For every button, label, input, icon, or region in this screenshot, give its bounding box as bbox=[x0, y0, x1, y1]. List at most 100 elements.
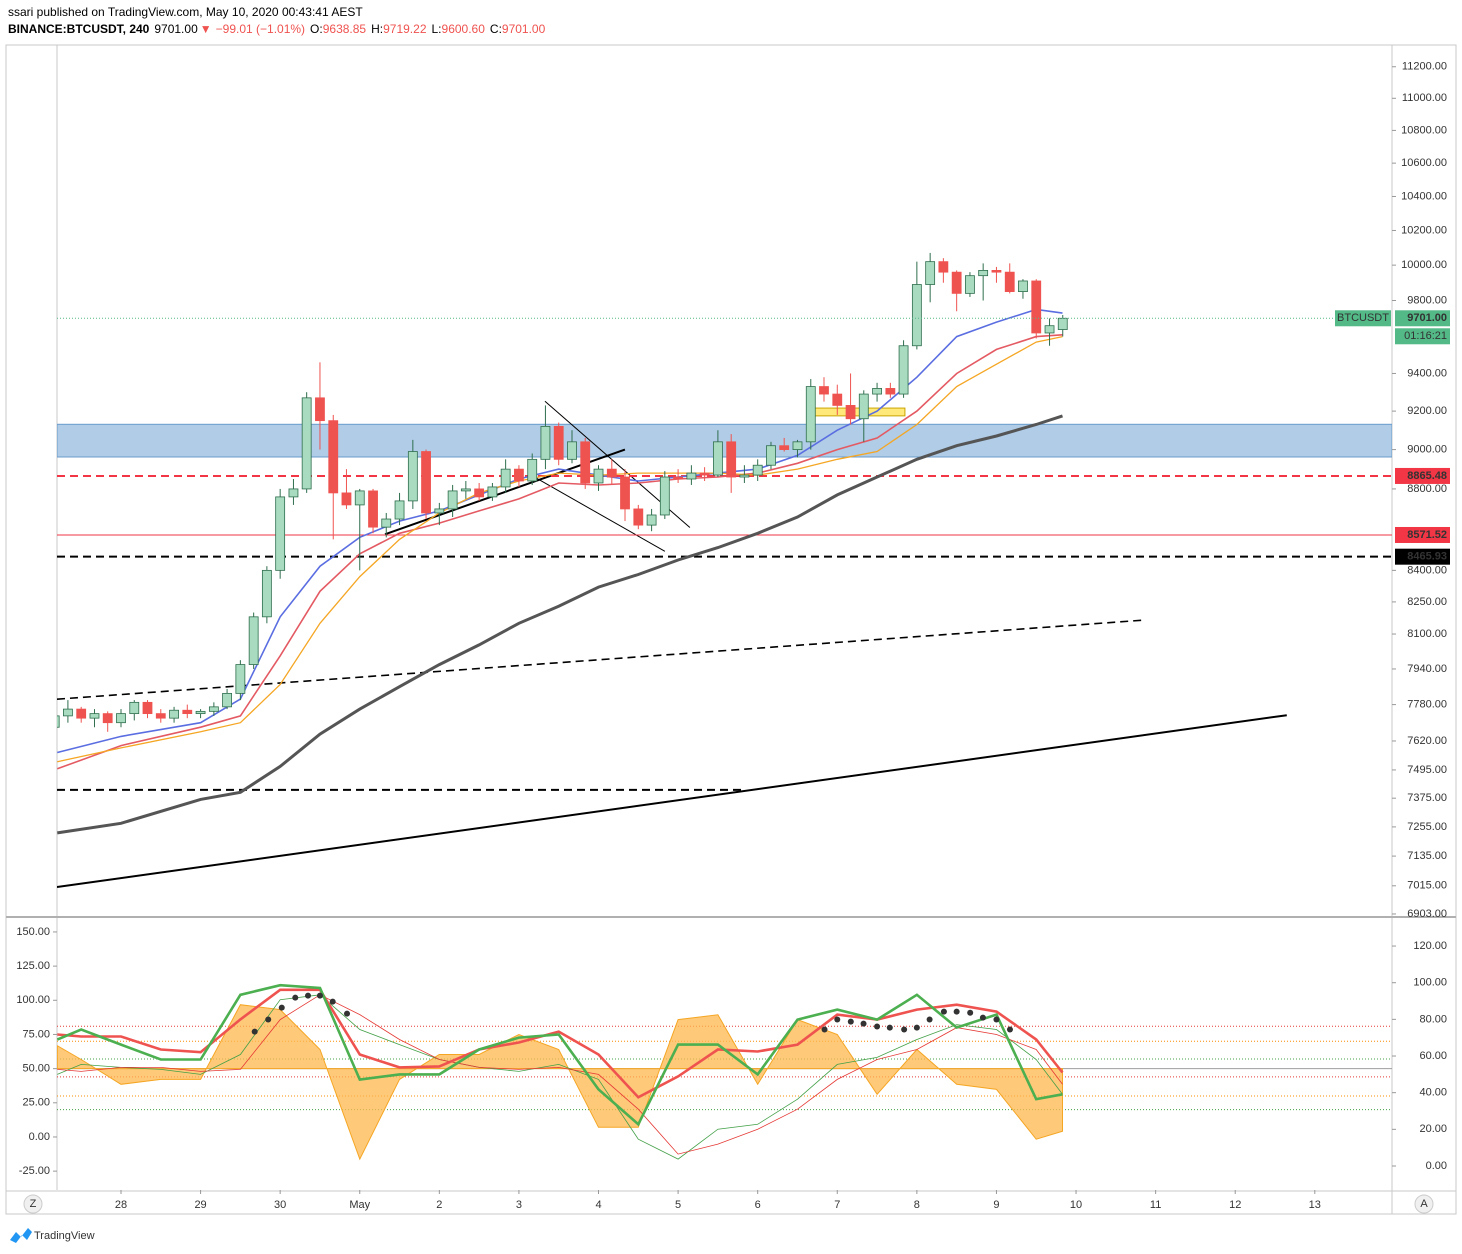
candle-body bbox=[76, 708, 87, 719]
candle-body bbox=[169, 709, 179, 719]
indicator-dot bbox=[344, 1010, 351, 1017]
candle-body bbox=[673, 476, 684, 480]
y-tick-label: 11200.00 bbox=[1402, 61, 1447, 73]
x-tick-label: 9 bbox=[993, 1199, 999, 1211]
candle-body bbox=[142, 701, 153, 715]
axes: 11200.00 11000.00 10800.00 10600.00 10400.00… bbox=[16, 61, 1450, 1211]
auto-button-label: A bbox=[1420, 1198, 1428, 1210]
candle-body bbox=[407, 451, 418, 502]
highlight-box bbox=[810, 407, 906, 417]
indicator-y2-tick-label: 120.00 bbox=[1413, 940, 1447, 952]
candle-body bbox=[593, 468, 604, 484]
candle-body bbox=[805, 386, 816, 443]
indicator-line bbox=[57, 994, 1063, 1160]
indicator-y2-tick-label: 40.00 bbox=[1419, 1087, 1447, 1099]
ohlc-value: 9701.00 bbox=[502, 22, 546, 36]
trend-line bbox=[57, 714, 1287, 889]
candle-body bbox=[567, 441, 577, 460]
x-tick-label: 6 bbox=[755, 1199, 761, 1211]
x-tick-label: 28 bbox=[115, 1199, 127, 1211]
price-level-label-bg bbox=[1395, 526, 1450, 543]
x-tick-label: 7 bbox=[834, 1199, 840, 1211]
y-tick-label: 8250.00 bbox=[1407, 596, 1447, 608]
y-tick-label: 7495.00 bbox=[1407, 764, 1447, 776]
y-tick-label: 9200.00 bbox=[1407, 405, 1447, 417]
y-tick-label: 11000.00 bbox=[1402, 92, 1447, 104]
candle-body bbox=[195, 710, 206, 715]
candle-body bbox=[222, 692, 232, 708]
indicator-dot bbox=[913, 1024, 920, 1031]
candle-body bbox=[354, 490, 365, 506]
candle-body bbox=[620, 476, 630, 510]
indicator-dot bbox=[821, 1026, 828, 1033]
x-tick-label: 29 bbox=[194, 1199, 206, 1211]
candle-body bbox=[978, 270, 989, 277]
x-tick-label: May bbox=[349, 1199, 370, 1211]
candle-body bbox=[116, 713, 126, 724]
x-tick-label: 4 bbox=[595, 1199, 601, 1211]
y-tick-label: 9400.00 bbox=[1407, 367, 1447, 379]
candle-body bbox=[447, 490, 458, 510]
y-tick-label: 7780.00 bbox=[1407, 699, 1447, 711]
y-tick-label: 10800.00 bbox=[1401, 124, 1447, 136]
candle-body bbox=[832, 393, 843, 406]
candle-body bbox=[182, 709, 193, 715]
candle-body bbox=[460, 488, 471, 492]
symbol-tag: BTCUSDT bbox=[1337, 312, 1389, 324]
price-level-label-bg bbox=[1395, 548, 1450, 565]
indicator-dot bbox=[967, 1009, 974, 1016]
candle-body bbox=[686, 472, 697, 480]
publisher-line: ssari published on TradingView.com, May … bbox=[8, 5, 363, 19]
indicator-y2-tick-label: 100.00 bbox=[1413, 977, 1447, 989]
candle-body bbox=[500, 468, 511, 488]
candle-body bbox=[89, 713, 100, 719]
y-tick-label: 8800.00 bbox=[1407, 483, 1447, 495]
trend-line bbox=[529, 474, 666, 552]
indicator-dot bbox=[926, 1016, 933, 1023]
logo-text[interactable]: TradingView bbox=[34, 1230, 95, 1242]
indicator-y2-tick-label: 80.00 bbox=[1419, 1013, 1447, 1025]
candle-body bbox=[341, 492, 352, 506]
candle-body bbox=[712, 441, 723, 476]
y-tick-label: 8100.00 bbox=[1407, 628, 1447, 640]
indicator-dot bbox=[886, 1024, 893, 1031]
candle-body bbox=[328, 420, 339, 494]
indicator-dot bbox=[305, 992, 312, 999]
candle-body bbox=[1044, 325, 1055, 334]
x-tick-label: 3 bbox=[516, 1199, 522, 1211]
candle-body bbox=[514, 468, 524, 482]
candle-body bbox=[1004, 271, 1015, 292]
indicator-line bbox=[57, 983, 1063, 1127]
ohlc-value: 9600.60 bbox=[442, 22, 486, 36]
candle-body bbox=[102, 713, 113, 724]
candle-body bbox=[1018, 280, 1028, 292]
y-tick-label: 10400.00 bbox=[1401, 190, 1447, 202]
auto-button[interactable] bbox=[1414, 1194, 1434, 1214]
change-arrow: ▼ bbox=[200, 22, 212, 36]
indicator-y2-tick-label: 60.00 bbox=[1419, 1050, 1447, 1062]
candle-body bbox=[951, 271, 962, 294]
indicator-dot bbox=[265, 1016, 272, 1023]
indicator-dot bbox=[860, 1020, 867, 1027]
candle-body bbox=[606, 468, 617, 478]
symbol: BINANCE:BTCUSDT, 240 bbox=[8, 22, 150, 36]
frame bbox=[5, 44, 1457, 1215]
scale-button[interactable] bbox=[23, 1194, 43, 1214]
indicator-y2-tick-label: 0.00 bbox=[1426, 1160, 1447, 1172]
change: −99.01 (−1.01%) bbox=[216, 22, 305, 36]
candle-body bbox=[63, 708, 73, 717]
candle-body bbox=[925, 261, 936, 285]
ohlc-value: 9638.85 bbox=[323, 22, 367, 36]
candle-body bbox=[845, 405, 856, 420]
y-tick-label: 10600.00 bbox=[1401, 157, 1447, 169]
x-tick-label: 11 bbox=[1150, 1199, 1161, 1211]
candle-body bbox=[368, 490, 378, 528]
indicator-y-tick-label: 125.00 bbox=[16, 960, 50, 972]
y-tick-label: 9800.00 bbox=[1407, 294, 1447, 306]
indicator-y-tick-label: -25.00 bbox=[19, 1165, 50, 1177]
candle-body bbox=[381, 518, 392, 528]
indicator-area bbox=[57, 1004, 1063, 1161]
indicator-dot bbox=[292, 994, 299, 1001]
support-zone bbox=[57, 423, 1392, 458]
